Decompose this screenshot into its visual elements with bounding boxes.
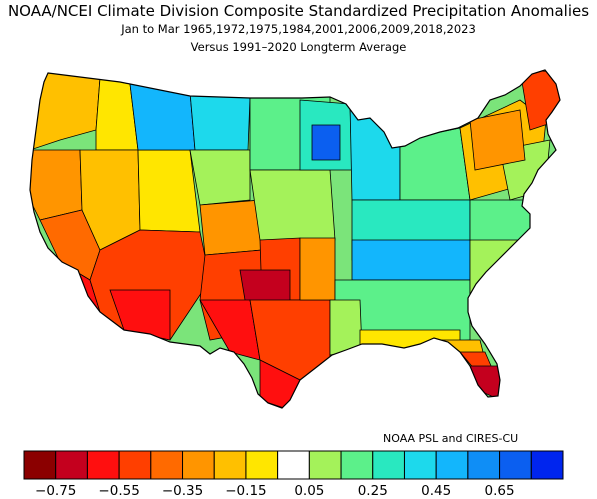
colorbar (23, 450, 564, 480)
region-new-york (469, 109, 526, 171)
map-subtitle-years: Jan to Mar 1965,1972,1975,1984,2001,2006… (121, 22, 476, 36)
us-climate-division-map (29, 69, 561, 409)
colorbar-swatch (55, 450, 88, 480)
credit-text: NOAA PSL and CIRES-CU (383, 432, 519, 445)
region-tennessee-valley (351, 239, 471, 281)
region-arizona-south (109, 289, 171, 341)
region-texas-south (259, 359, 301, 408)
colorbar-tick-label: 0.65 (484, 483, 515, 499)
colorbar-swatch (435, 450, 469, 480)
colorbar-tick-label: 0.25 (357, 483, 388, 499)
colorbar-swatch (467, 450, 501, 480)
region-montana-west (129, 83, 196, 151)
colorbar-swatch (403, 450, 437, 480)
colorbar-tick-label: 0.05 (294, 483, 325, 499)
colorbar-swatch (150, 450, 184, 480)
colorbar-swatch (340, 450, 374, 480)
region-mid-atlantic (469, 199, 531, 241)
region-wyoming (189, 149, 251, 206)
colorbar-swatch (118, 450, 152, 480)
us-outline (29, 69, 561, 409)
colorbar-swatch (499, 450, 532, 480)
colorbar-swatch (86, 450, 120, 480)
region-colorado (199, 199, 263, 256)
colorbar-swatch (245, 450, 279, 480)
region-minnesota-north-blue (311, 124, 341, 161)
region-northern-california (30, 149, 83, 221)
colorbar-tick-label: −0.55 (98, 483, 140, 499)
colorbar-swatch (308, 450, 342, 480)
colorbar-swatch (530, 450, 564, 480)
region-utah (137, 149, 201, 233)
colorbar-swatch (277, 450, 310, 480)
colorbar-swatch (23, 450, 57, 480)
map-title: NOAA/NCEI Climate Division Composite Sta… (7, 2, 590, 20)
colorbar-tick-label: 0.45 (421, 483, 452, 499)
colorbar-tick-label: −0.35 (161, 483, 204, 499)
map-subtitle-baseline: Versus 1991–2020 Longterm Average (190, 40, 407, 54)
anomaly-regions (30, 70, 560, 408)
colorbar-swatch (213, 450, 247, 480)
region-florida-south (469, 365, 501, 401)
colorbar-tick-label: −0.75 (35, 483, 77, 499)
region-great-lakes (399, 127, 471, 201)
colorbar-swatch (372, 450, 405, 480)
region-central-plains (249, 169, 336, 241)
colorbar-swatch (182, 450, 215, 480)
region-montana-east (189, 91, 251, 151)
region-oklahoma-east (299, 237, 336, 301)
region-louisiana (329, 299, 363, 356)
colorbar-tick-label: −0.15 (225, 483, 267, 499)
